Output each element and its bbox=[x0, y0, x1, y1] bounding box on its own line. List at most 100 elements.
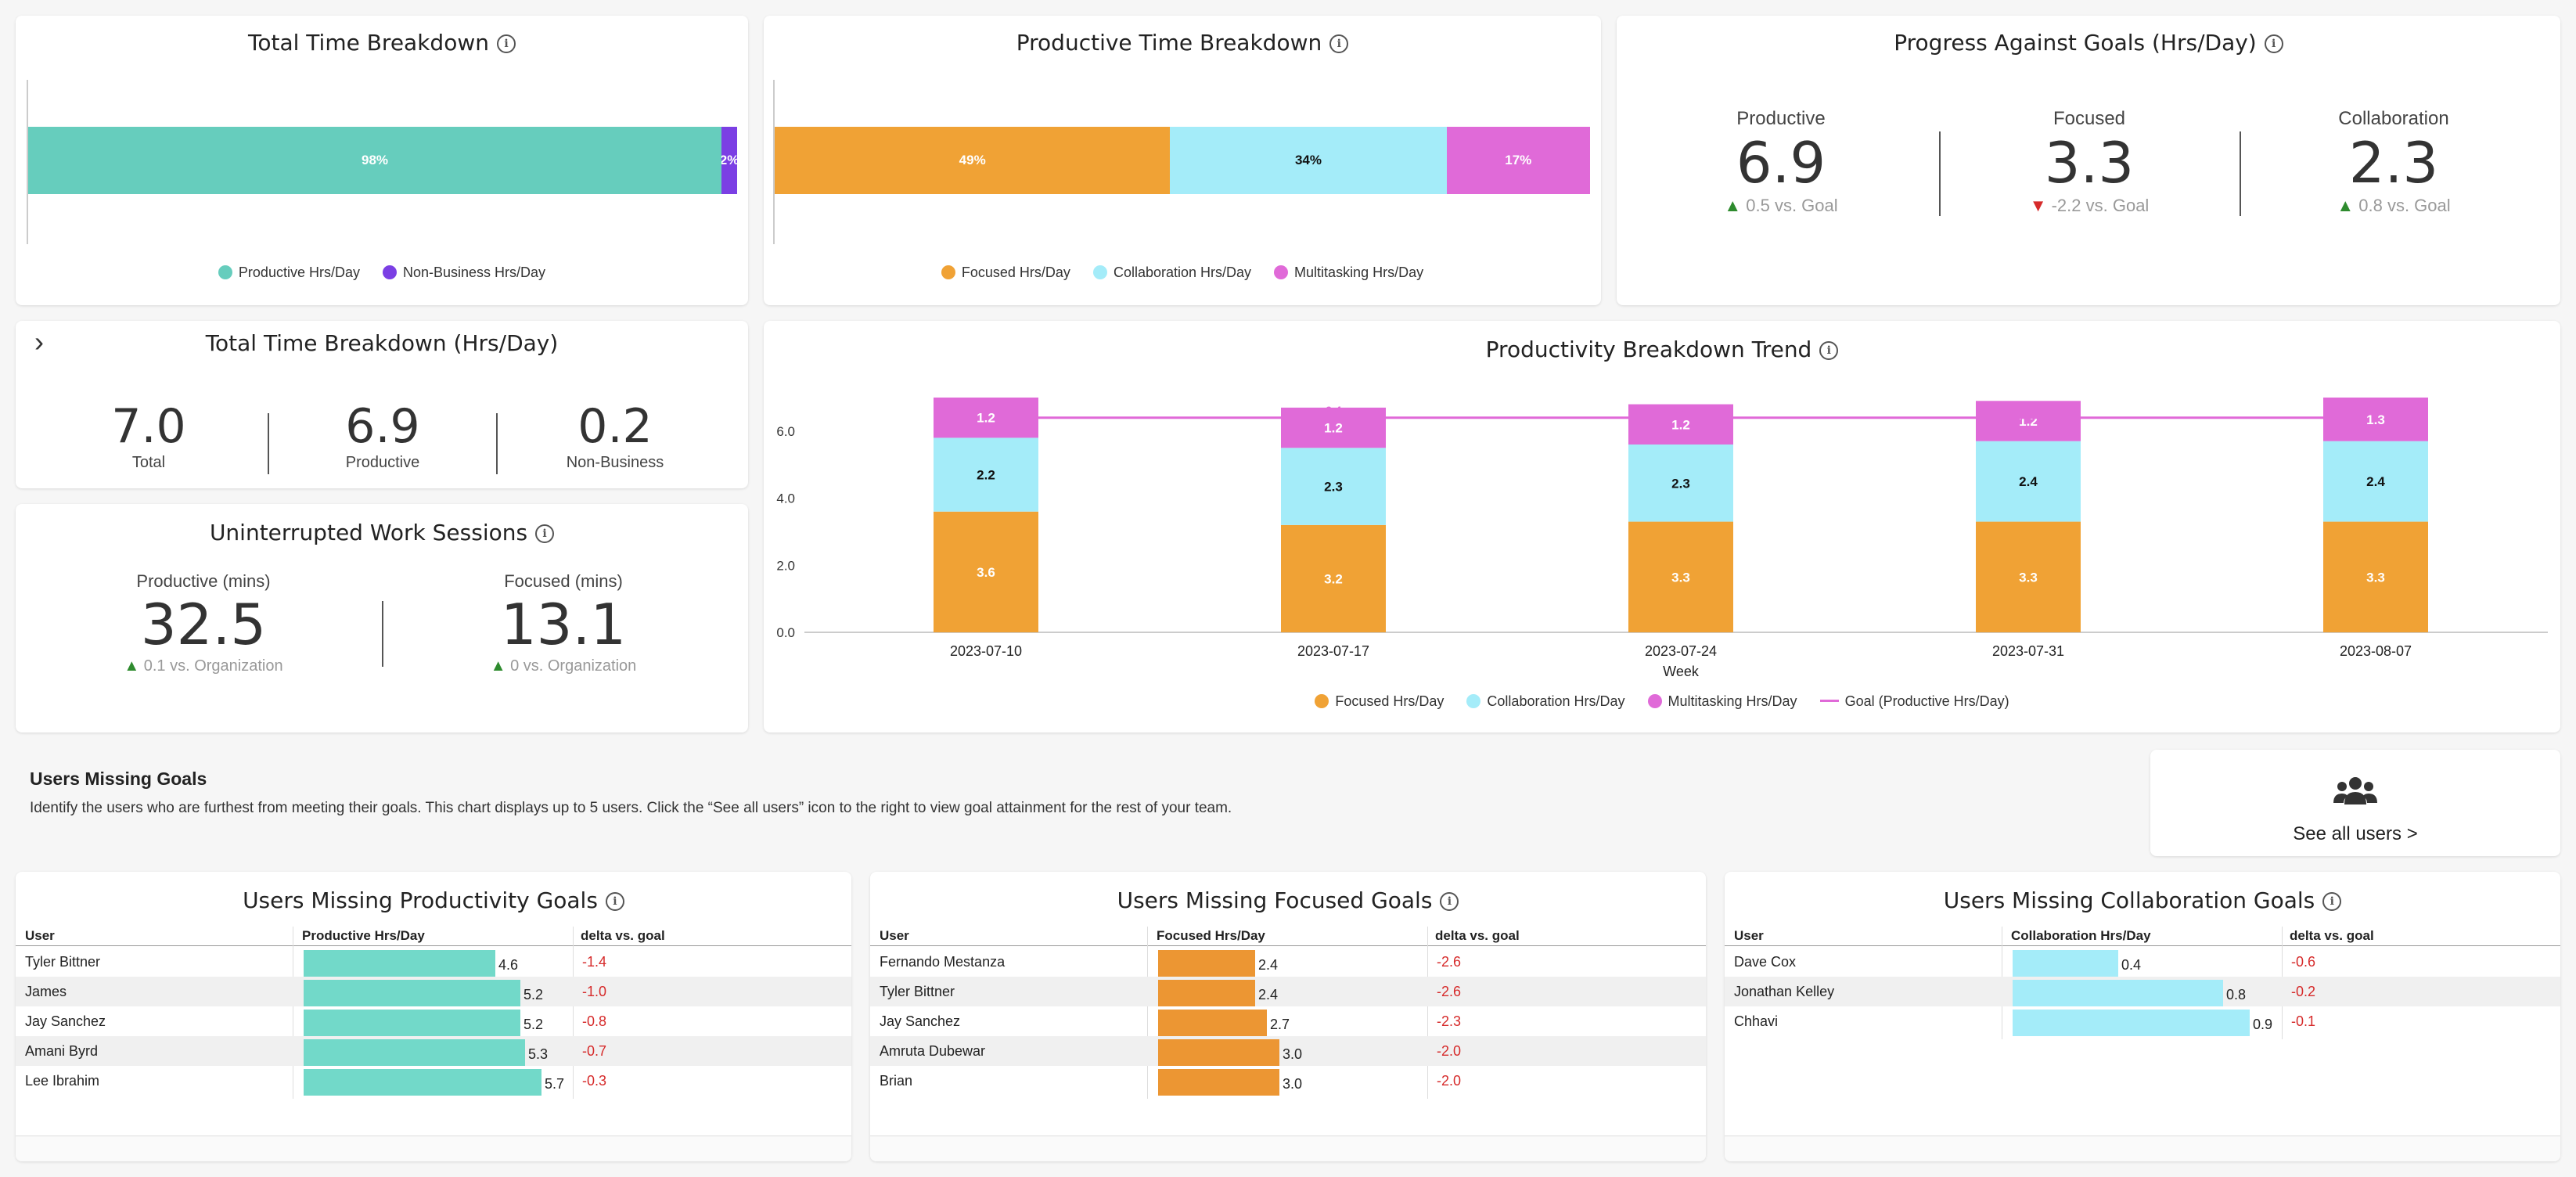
table-row[interactable]: Amruta Dubewar 3.0 -2.0 bbox=[870, 1036, 1706, 1066]
info-icon[interactable]: i bbox=[1329, 34, 1349, 53]
info-icon[interactable]: i bbox=[605, 892, 624, 911]
multitasking-segment[interactable]: 17% bbox=[1446, 127, 1590, 194]
table-row[interactable]: Jay Sanchez 2.7 -2.3 bbox=[870, 1006, 1706, 1036]
arrow-up-icon: ▲ bbox=[124, 657, 140, 675]
bar-focused[interactable] bbox=[2323, 521, 2428, 632]
bar-collaboration[interactable] bbox=[2323, 441, 2428, 522]
column-header[interactable]: Focused Hrs/Day bbox=[1157, 928, 1265, 943]
column-header[interactable]: User bbox=[880, 928, 909, 943]
see-all-users-link[interactable]: See all users > bbox=[2293, 823, 2418, 844]
see-all-users-card[interactable]: See all users > bbox=[2150, 750, 2560, 856]
missing-goals-description: Identify the users who are furthest from… bbox=[30, 800, 1232, 816]
bar-value-label: 2.3 bbox=[1324, 480, 1343, 495]
bar-value-label: 3.2 bbox=[1324, 571, 1343, 586]
value-label: 0.9 bbox=[2253, 1017, 2273, 1032]
column-header[interactable]: delta vs. goal bbox=[581, 928, 665, 943]
legend-collaboration[interactable]: Collaboration Hrs/Day bbox=[1092, 265, 1251, 281]
value-label: 0.4 bbox=[2121, 957, 2142, 973]
table-row[interactable]: Dave Cox 0.4 -0.6 bbox=[1725, 947, 2560, 977]
bar-multitasking[interactable] bbox=[2323, 398, 2428, 441]
table-row[interactable]: James 5.2 -1.0 bbox=[16, 977, 851, 1006]
column-header[interactable]: Productive Hrs/Day bbox=[302, 928, 425, 943]
column-header[interactable]: Collaboration Hrs/Day bbox=[2011, 928, 2151, 943]
divider bbox=[268, 413, 269, 474]
users-group-icon bbox=[2333, 777, 2377, 804]
bar-collaboration[interactable] bbox=[934, 437, 1038, 512]
collaboration-segment[interactable]: 34% bbox=[1170, 127, 1447, 194]
info-icon[interactable]: i bbox=[1819, 341, 1839, 360]
focused-segment[interactable]: 49% bbox=[775, 127, 1171, 194]
bar-value-label: 3.3 bbox=[2366, 570, 2385, 585]
delta-value: -2.6 bbox=[1437, 954, 1462, 970]
bar-multitasking[interactable] bbox=[934, 398, 1038, 438]
info-icon[interactable]: i bbox=[1440, 892, 1459, 911]
goal-value-label: 6.4 bbox=[1673, 405, 1690, 418]
bar-collaboration[interactable] bbox=[1281, 448, 1386, 525]
divider bbox=[2240, 131, 2241, 216]
bar-value-label: 3.6 bbox=[977, 565, 995, 580]
info-icon[interactable]: i bbox=[535, 524, 555, 543]
value-bar bbox=[304, 950, 495, 977]
table-row[interactable]: Tyler Bittner 2.4 -2.6 bbox=[870, 977, 1706, 1006]
table-title-text: Users Missing Productivity Goals bbox=[243, 887, 598, 913]
goal-metric-productive: Productive 6.9 ▲ 0.5 vs. Goal bbox=[1632, 108, 1930, 216]
legend-multitasking[interactable]: Multitasking Hrs/Day bbox=[1274, 265, 1423, 281]
metric-value: 6.9 bbox=[345, 399, 420, 454]
x-tick-label: 2023-07-24 bbox=[1645, 643, 1717, 659]
legend-nonbusiness[interactable]: Non-Business Hrs/Day bbox=[383, 265, 545, 281]
bar-focused[interactable] bbox=[934, 511, 1038, 632]
value-label: 0.8 bbox=[2226, 987, 2247, 1002]
bar-multitasking[interactable] bbox=[1281, 407, 1386, 448]
bar-collaboration[interactable] bbox=[1628, 445, 1733, 522]
user-name: Jay Sanchez bbox=[25, 1013, 106, 1029]
delta-value: -0.1 bbox=[2291, 1013, 2316, 1029]
total-breakdown-bar: 98% 2% bbox=[28, 127, 737, 194]
value-bar bbox=[1158, 950, 1255, 977]
table-row[interactable]: Fernando Mestanza 2.4 -2.6 bbox=[870, 947, 1706, 977]
legend-productive[interactable]: Productive Hrs/Day bbox=[218, 265, 360, 281]
value-bar bbox=[2013, 950, 2118, 977]
x-tick-label: 2023-07-31 bbox=[1992, 643, 2064, 659]
info-icon[interactable]: i bbox=[2322, 892, 2342, 911]
column-header[interactable]: User bbox=[1734, 928, 1764, 943]
table-row[interactable]: Lee Ibrahim 5.7 -0.3 bbox=[16, 1066, 851, 1096]
bar-focused[interactable] bbox=[1628, 521, 1733, 632]
bar-collaboration[interactable] bbox=[1976, 441, 2081, 522]
info-icon[interactable]: i bbox=[496, 34, 516, 53]
value-label: 2.4 bbox=[1258, 987, 1279, 1002]
nonbusiness-segment[interactable]: 2% bbox=[721, 127, 737, 194]
legend-focused[interactable]: Focused Hrs/Day bbox=[1315, 693, 1444, 710]
column-header[interactable]: delta vs. goal bbox=[1435, 928, 1520, 943]
table-footer bbox=[870, 1136, 1706, 1161]
bar-multitasking[interactable] bbox=[1628, 404, 1733, 445]
column-header[interactable]: delta vs. goal bbox=[2290, 928, 2374, 943]
info-icon[interactable]: i bbox=[2264, 34, 2283, 53]
metric-value: 3.3 bbox=[2044, 130, 2135, 196]
legend-multitasking[interactable]: Multitasking Hrs/Day bbox=[1647, 693, 1797, 710]
value-label: 3.0 bbox=[1283, 1046, 1303, 1062]
bar-focused[interactable] bbox=[1281, 524, 1386, 632]
productive-breakdown-axis bbox=[773, 80, 775, 244]
delta-value: -1.0 bbox=[582, 984, 607, 999]
bar-focused[interactable] bbox=[1976, 521, 2081, 632]
progress-goals-title: Progress Against Goals (Hrs/Day) i bbox=[1617, 30, 2560, 56]
productive-segment[interactable]: 98% bbox=[28, 127, 722, 194]
legend-goal[interactable]: Goal (Productive Hrs/Day) bbox=[1819, 693, 2009, 710]
value-bar bbox=[2013, 1010, 2250, 1036]
x-tick-label: 2023-07-10 bbox=[950, 643, 1022, 659]
bar-multitasking[interactable] bbox=[1976, 401, 2081, 441]
table-row[interactable]: Brian 3.0 -2.0 bbox=[870, 1066, 1706, 1096]
expand-chevron-icon[interactable]: › bbox=[34, 326, 44, 358]
table-row[interactable]: Jonathan Kelley 0.8 -0.2 bbox=[1725, 977, 2560, 1006]
table-row[interactable]: Jay Sanchez 5.2 -0.8 bbox=[16, 1006, 851, 1036]
column-header[interactable]: User bbox=[25, 928, 55, 943]
delta-value: -2.0 bbox=[1437, 1073, 1462, 1089]
legend-collaboration[interactable]: Collaboration Hrs/Day bbox=[1466, 693, 1625, 710]
legend-focused[interactable]: Focused Hrs/Day bbox=[941, 265, 1070, 281]
value-bar bbox=[1158, 980, 1255, 1006]
table-row[interactable]: Amani Byrd 5.3 -0.7 bbox=[16, 1036, 851, 1066]
table-row[interactable]: Tyler Bittner 4.6 -1.4 bbox=[16, 947, 851, 977]
column-divider bbox=[1427, 927, 1428, 1099]
table-row[interactable]: Chhavi 0.9 -0.1 bbox=[1725, 1006, 2560, 1036]
delta-value: -2.0 bbox=[1437, 1043, 1462, 1059]
